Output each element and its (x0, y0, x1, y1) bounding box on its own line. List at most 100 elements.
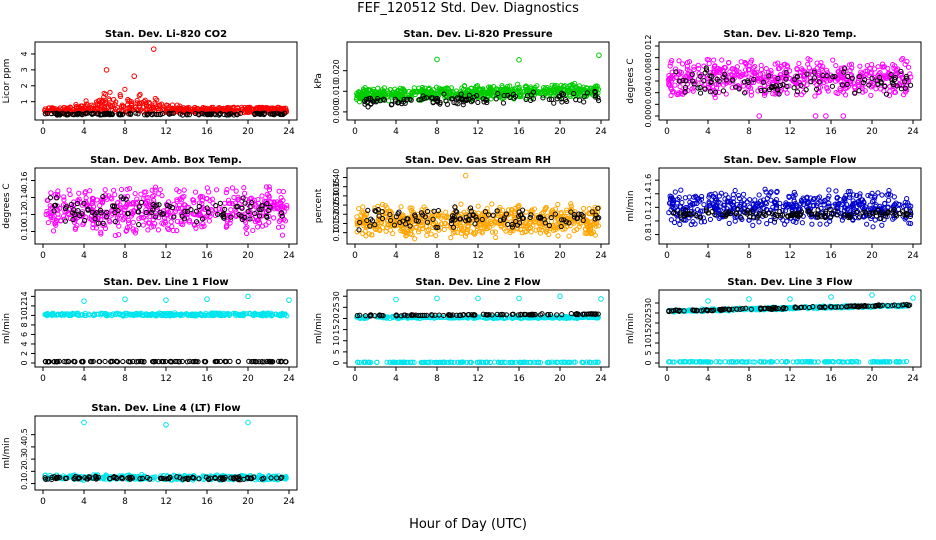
data-point (528, 212, 534, 218)
data-point (132, 191, 138, 197)
data-point (97, 203, 103, 209)
x-tick-label: 20 (554, 374, 566, 384)
data-point (411, 89, 417, 95)
data-point (157, 111, 164, 118)
y-tick-label: 0.012 (644, 35, 653, 58)
x-tick-label: 16 (513, 251, 525, 261)
data-point (738, 73, 744, 79)
data-point (75, 310, 81, 316)
data-point (814, 60, 820, 66)
data-point (869, 210, 876, 216)
data-point (571, 220, 577, 226)
data-point (152, 203, 158, 209)
data-point (716, 78, 722, 84)
data-point (751, 76, 757, 82)
data-point (233, 204, 239, 210)
data-point (832, 73, 838, 80)
data-point (381, 88, 387, 94)
data-point (58, 218, 64, 224)
data-point (553, 222, 560, 228)
data-point (763, 65, 769, 72)
data-point (90, 225, 96, 231)
data-point (98, 310, 104, 317)
data-point (51, 208, 57, 214)
data-point (781, 70, 787, 76)
outlier-point (462, 172, 469, 179)
data-point (729, 77, 736, 83)
data-point (568, 209, 574, 215)
data-point (89, 209, 95, 215)
data-point (252, 359, 258, 365)
data-point (382, 202, 388, 209)
y-axis-label: Licor ppm (2, 59, 12, 104)
data-point (186, 219, 192, 225)
data-point (898, 57, 905, 63)
data-point (466, 92, 472, 98)
data-point (474, 217, 480, 223)
data-point (388, 214, 394, 221)
data-point (102, 358, 108, 365)
data-point (686, 59, 693, 65)
data-point (178, 221, 184, 227)
data-point (803, 87, 809, 93)
data-point (692, 221, 698, 227)
data-point (201, 223, 207, 229)
data-point (439, 86, 445, 93)
data-point (833, 63, 839, 69)
data-point (706, 192, 713, 198)
data-point (433, 224, 439, 230)
x-tick-label: 20 (866, 251, 878, 261)
y-tick-label: 0.30 (332, 187, 341, 205)
data-point (888, 71, 894, 78)
data-point (133, 110, 139, 116)
data-point (827, 218, 833, 224)
data-point (895, 201, 902, 207)
data-point (375, 206, 381, 213)
data-point (592, 89, 598, 95)
data-point (143, 217, 149, 223)
data-point (494, 208, 500, 214)
y-tick-label: 1 (20, 99, 29, 104)
data-point (249, 199, 255, 206)
data-point (407, 223, 413, 229)
data-point (379, 201, 386, 208)
data-point (48, 111, 55, 117)
data-point (728, 71, 734, 78)
data-point (81, 220, 87, 226)
data-point (165, 226, 172, 233)
data-point (722, 71, 728, 77)
data-point (706, 199, 712, 205)
data-point (763, 189, 769, 195)
data-point (413, 224, 419, 231)
data-point (177, 111, 183, 117)
data-point (264, 105, 270, 111)
data-point (699, 193, 705, 200)
data-point (227, 220, 233, 226)
data-point (71, 219, 77, 225)
data-point (723, 91, 729, 97)
data-point (869, 190, 875, 196)
data-point (174, 197, 180, 203)
data-point (74, 200, 81, 207)
data-point (794, 74, 800, 80)
data-point (586, 206, 592, 212)
data-point (736, 195, 742, 201)
data-point (271, 215, 277, 221)
data-point (769, 211, 776, 217)
data-point (364, 217, 370, 224)
x-tick-label: 4 (393, 127, 399, 137)
data-point (83, 200, 89, 206)
data-point (811, 75, 818, 81)
data-point (240, 195, 246, 201)
data-point (490, 212, 496, 218)
data-point (199, 110, 205, 117)
data-point (881, 73, 887, 79)
data-point (818, 214, 824, 220)
data-point (237, 110, 244, 116)
x-tick-label: 8 (434, 251, 440, 261)
data-point (715, 208, 721, 214)
data-point (436, 227, 442, 233)
data-point (768, 189, 774, 195)
data-point (878, 80, 884, 86)
data-point (186, 112, 193, 118)
